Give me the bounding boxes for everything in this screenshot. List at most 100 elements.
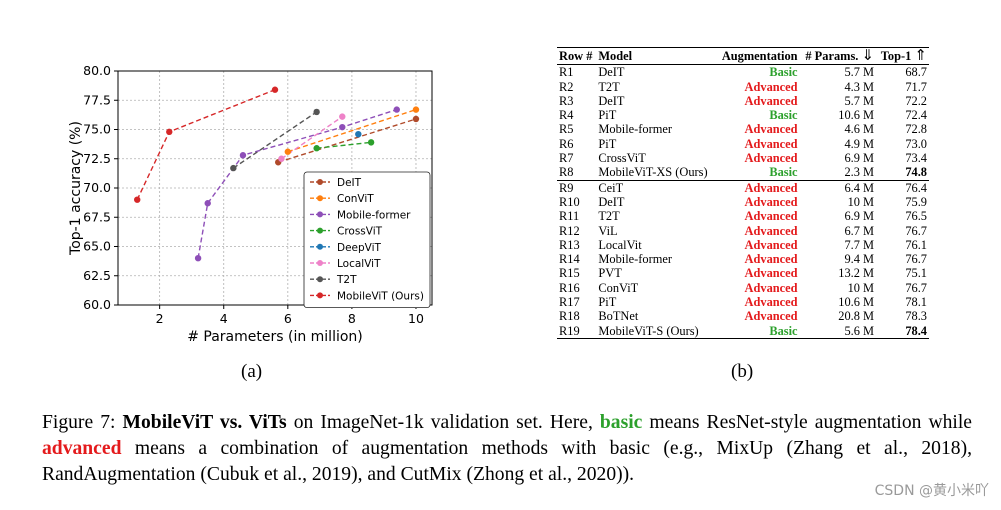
up-arrow-icon: ⇑ [914,48,927,64]
cell-top1: 71.7 [905,79,927,94]
down-arrow-icon: ⇓ [861,48,875,64]
table-row: R5 Mobile-former Advanced 4.6 M 72.8 [557,122,929,136]
cell-params: 6.9 M [844,151,875,166]
subfigure-b-label: (b) [731,361,754,382]
cell-params: 20.8 M [838,309,875,324]
header-top1-label: Top-1 [880,49,912,63]
header-params-label: # Params. [805,49,859,63]
table-body: R1 DeIT Basic 5.7 M 68.7 R2 T2T Advanced 4.3 M 71… [557,65,929,339]
cell-top1: 72.8 [905,122,927,137]
table-row: R3 DeIT Advanced 5.7 M 72.2 [557,94,929,108]
cell-model: DeIT [598,65,625,80]
cell-augmentation: Basic [769,65,798,80]
cell-row-number: R6 [559,136,574,151]
cell-top1: 78.4 [876,323,929,339]
cell-model: MobileViT-XS (Ours) [598,165,708,180]
data-point-2-3 [339,123,346,131]
legend-entry-label: LocalViT [337,258,381,270]
accuracy-vs-params-chart: 2 4 6 8 10 60.0 62.5 65.0 67.5 70.0 72.5 75.0 77.5 80… [68,63,433,345]
table-row: R19 MobileViT-S (Ours) Basic 5.6 M 78.4 [557,323,929,339]
cell-row-number: R3 [559,93,574,108]
cell-params: 5.7 M [844,93,875,108]
data-point-6-0 [230,164,237,172]
series-line-7 [136,89,276,200]
cell-row-number: R11 [559,209,580,224]
cell-row-number: R10 [559,194,580,209]
data-point-7-1 [166,128,173,136]
caption-basic: basic [599,412,643,433]
cell-augmentation: Advanced [744,151,798,166]
data-point-5-1 [339,113,346,120]
legend-box [303,171,431,309]
legend-swatch-marker [317,243,323,250]
cell-augmentation: Advanced [744,209,798,224]
legend-entry-label: Mobile-former [337,209,411,221]
cell-params: 6.9 M [844,209,875,224]
cell-top1: 73.4 [905,151,927,166]
series-line-0 [277,118,417,163]
header-top1: Top-1 ⇑ [876,46,929,66]
cell-params: 10.6 M [838,295,875,310]
legend-swatch-marker [317,292,323,299]
cell-top1: 76.5 [905,209,927,224]
cell-augmentation: Basic [715,323,800,339]
cell-params: 5.7 M [844,65,875,80]
series-line-1 [287,108,417,153]
cell-params: 6.4 M [799,179,877,195]
y-tick-label: 67.5 [83,209,111,224]
x-tick-label: 10 [408,311,424,326]
table-row: R13 LocalVit Advanced 7.7 M 76.1 [557,238,929,252]
y-tick-label: 72.5 [83,151,111,166]
cell-params: 4.6 M [844,122,875,137]
data-point-2-4 [393,106,400,113]
chart-legend: DeIT ConViT Mobile-former CrossViT DeepViT Lo… [303,171,431,309]
cell-params: 10.6 M [838,108,875,123]
cell-params: 4.9 M [844,136,875,151]
cell-row-number: R14 [559,252,580,267]
cell-params: 10 M [847,194,875,209]
cell-row-number: R18 [559,309,580,324]
table-row: R8 MobileViT-XS (Ours) Basic 2.3 M 74.8 [557,165,929,180]
caption-text-3: means a combination of augmentation meth… [42,438,972,485]
cell-row-number: R12 [559,223,580,238]
cell-augmentation: Basic [769,165,798,180]
data-point-7-2 [271,86,279,93]
x-tick-label: 2 [156,311,164,326]
cell-row-number: R9 [557,179,597,195]
table-row: R14 Mobile-former Advanced 9.4 M 76.7 [557,252,929,266]
watermark: CSDN @黄小米吖 [874,483,989,499]
legend-swatch-marker [317,260,323,266]
cell-augmentation: Advanced [744,122,798,137]
cell-params: 6.7 M [844,223,875,238]
cell-params: 7.7 M [844,237,875,252]
cell-model: BoTNet [598,309,639,324]
series-line-6 [232,111,318,169]
cell-row-number: R19 [557,323,597,339]
chart-series-points [134,86,420,262]
data-point-0-1 [412,115,420,123]
data-point-3-1 [367,139,375,146]
cell-augmentation: Basic [769,108,798,123]
cell-params: 2.3 M [844,165,875,180]
cell-augmentation: Advanced [744,309,798,324]
data-point-2-0 [194,255,202,262]
table-row: R4 PiT Basic 10.6 M 72.4 [557,108,929,122]
cell-top1: 75.9 [905,194,927,209]
table-row: R10 DeIT Advanced 10 M 75.9 [557,195,929,209]
table-row: R17 PiT Advanced 10.6 M 78.1 [557,295,929,309]
cell-model: Mobile-former [598,252,672,267]
chart-ticks: 2 4 6 8 10 60.0 62.5 65.0 67.5 70.0 72.5 75.0 77.5 80… [83,63,424,326]
legend-swatch-marker [317,276,323,283]
cell-top1: 72.2 [905,93,927,108]
cell-model: PiT [598,136,617,151]
cell-row-number: R8 [559,165,574,180]
cell-row-number: R16 [559,280,580,295]
cell-model: MobileViT-S (Ours) [596,323,716,339]
data-point-1-0 [284,148,292,155]
cell-top1: 75.1 [905,266,927,281]
legend-entry-label: DeIT [337,177,362,189]
series-line-5 [281,116,343,160]
caption-text-2: means ResNet-style augmentation while [642,412,972,433]
cell-model: Mobile-former [598,122,672,137]
data-point-2-2 [239,152,247,159]
